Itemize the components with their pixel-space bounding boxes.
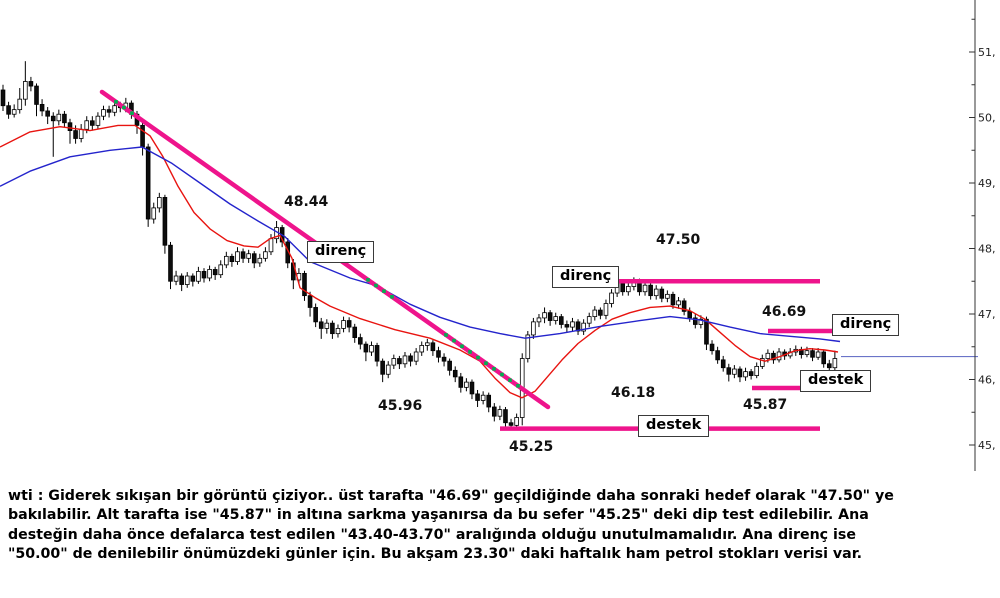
commentary-line: desteğin daha önce defalarca test edilen… (8, 526, 856, 543)
resistance-4750-value-label: 47.50 (656, 232, 701, 248)
resistance-tag-4750: direnç (552, 266, 620, 288)
axis-tick-label: 50, (978, 112, 996, 125)
axis-tick-label: 51, (978, 46, 996, 59)
resistance-tag-diagonal: direnç (307, 241, 375, 263)
axis-tick-label: 46, (978, 374, 996, 387)
price-chart: 51, 50, 49, 48, 47, 46, 45, (0, 0, 996, 471)
commentary-line: "50.00" de denilebilir önümüzdeki günler… (8, 545, 863, 562)
commentary-line: bakılabilir. Alt tarafta ise "45.87" in … (8, 507, 869, 524)
resistance-4669-value-label: 46.69 (762, 304, 807, 320)
support-tag-4525: destek (638, 415, 710, 437)
axis-tick-label: 47, (978, 308, 996, 321)
green-markers-layer (114, 100, 520, 388)
resistance-trendline-value-label: 48.44 (284, 194, 329, 210)
support-4525-value-label: 45.25 (509, 439, 554, 455)
axis-tick-label: 45, (978, 439, 996, 452)
axis-tick-label: 49, (978, 177, 996, 190)
support-4587-value-label: 45.87 (743, 397, 788, 413)
candles-layer (0, 61, 838, 429)
commentary-line: wti : Giderek sıkışan bir görüntü çiziyo… (8, 488, 894, 504)
analysis-commentary: wti : Giderek sıkışan bir görüntü çiziyo… (8, 487, 996, 564)
resistance-tag-4669: direnç (832, 314, 900, 336)
support-tag-4587: destek (800, 370, 872, 392)
low-4618-value-label: 46.18 (611, 385, 656, 401)
axis-tick-label: 48, (978, 243, 996, 256)
ma-slow-line (0, 146, 841, 343)
price-axis: 51, 50, 49, 48, 47, 46, 45, (969, 0, 996, 471)
low-4596-value-label: 45.96 (378, 398, 423, 414)
ma-fast-line (0, 124, 839, 399)
